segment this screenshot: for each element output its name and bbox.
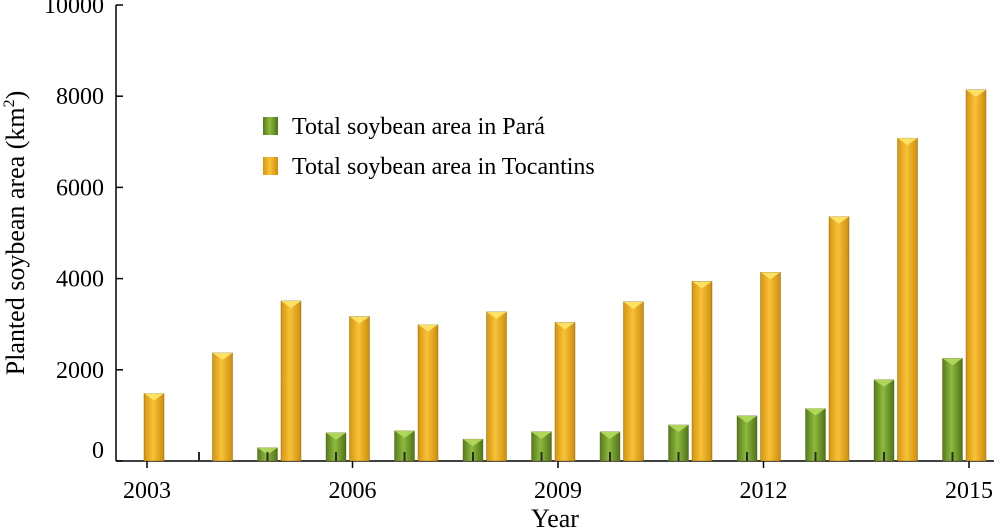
legend-item-tocantins: Total soybean area in Tocantins	[263, 154, 595, 180]
bar-cap-tocantins-2005	[281, 300, 301, 308]
baseline-mark-2011	[746, 452, 748, 461]
bar-tocantins-2011	[691, 281, 713, 462]
bar-cap-para-2013	[874, 379, 894, 387]
bar-cap-para-2011	[737, 415, 757, 423]
x-tick-label-2003: 2003	[123, 478, 171, 504]
baseline-mark-2010	[677, 452, 680, 461]
bar-tocantins-2004	[212, 352, 233, 462]
bar-cap-tocantins-2003	[144, 393, 164, 401]
bar-para-2014	[942, 358, 963, 462]
bar-tocantins-2007	[417, 324, 439, 462]
bar-cap-tocantins-2008	[486, 311, 507, 319]
bar-tocantins-2014	[897, 137, 918, 462]
bar-cap-tocantins-2006	[349, 316, 370, 324]
legend: Total soybean area in Pará Total soybean…	[263, 114, 595, 180]
baseline-mark-2004	[266, 452, 269, 461]
y-tick-label-6000: 6000	[56, 175, 104, 201]
baseline-mark-2013	[883, 452, 885, 461]
y-tick-label-8000: 8000	[56, 84, 104, 110]
bar-cap-para-2010	[668, 424, 689, 432]
legend-label-tocantins: Total soybean area in Tocantins	[292, 154, 595, 180]
bar-cap-tocantins-2004	[212, 352, 233, 360]
bar-cap-para-2005	[326, 432, 346, 440]
bar-cap-para-2014	[942, 358, 963, 366]
legend-label-para: Total soybean area in Pará	[292, 114, 545, 140]
x-tick-label-2015: 2015	[945, 478, 993, 504]
bar-cap-tocantins-2009	[555, 322, 575, 330]
baseline-dots	[198, 452, 954, 461]
y-ticks: 0 2000 4000 6000 8000 10000	[44, 0, 123, 464]
baseline-mark-2005	[335, 452, 337, 461]
baseline-mark-2012	[814, 452, 817, 461]
x-ticks: 2003 2006 2009 2012 2015	[123, 461, 993, 504]
baseline-mark-2014	[951, 452, 954, 461]
bar-tocantins-2008	[486, 311, 507, 462]
baseline-mark-2003	[198, 452, 200, 461]
bar-cap-tocantins-2012	[760, 272, 781, 280]
bar-para-2013	[873, 379, 895, 462]
baseline-mark-2007	[472, 452, 474, 461]
bar-cap-para-2012	[805, 408, 826, 416]
bar-cap-para-2008	[531, 431, 552, 439]
y-axis-title-close: )	[1, 91, 30, 100]
legend-swatch-para	[263, 117, 278, 135]
baseline-mark-2009	[609, 452, 611, 461]
bar-cap-para-2009	[600, 431, 620, 439]
bar-tocantins-2015	[965, 89, 987, 462]
y-axis-title-main: Planted soybean area (km	[1, 107, 30, 375]
bar-tocantins-2006	[349, 316, 370, 462]
baseline-mark-2006	[403, 452, 406, 461]
bar-cap-tocantins-2014	[897, 138, 918, 146]
bar-cap-tocantins-2013	[829, 216, 849, 224]
bars	[143, 89, 987, 462]
bar-cap-tocantins-2011	[692, 281, 712, 289]
y-tick-label-4000: 4000	[56, 267, 104, 293]
bar-tocantins-2005	[280, 300, 302, 462]
legend-item-para: Total soybean area in Pará	[263, 114, 545, 140]
x-tick-label-2012: 2012	[740, 478, 788, 504]
y-tick-label-0: 0	[92, 438, 104, 464]
y-tick-label-2000: 2000	[56, 358, 104, 384]
bar-cap-para-2006	[394, 430, 415, 438]
bar-cap-para-2007	[463, 439, 483, 447]
bar-cap-para-2004	[257, 447, 278, 455]
bar-tocantins-2009	[554, 322, 576, 462]
x-tick-label-2009: 2009	[534, 478, 582, 504]
bar-cap-tocantins-2010	[623, 301, 644, 309]
baseline-mark-2008	[540, 452, 543, 461]
bar-tocantins-2010	[623, 301, 644, 462]
bar-cap-tocantins-2015	[966, 89, 986, 97]
y-tick-label-10000: 10000	[44, 0, 104, 19]
bar-tocantins-2003	[143, 393, 165, 462]
legend-swatch-tocantins	[263, 157, 278, 175]
x-tick-label-2006: 2006	[329, 478, 377, 504]
y-axis-title: Planted soybean area (km2)	[1, 91, 30, 376]
y-axis-title-sup: 2	[1, 99, 18, 107]
bar-cap-tocantins-2007	[418, 324, 438, 332]
bar-tocantins-2013	[828, 216, 850, 462]
bar-tocantins-2012	[760, 272, 781, 462]
x-axis-title: Year	[531, 504, 579, 531]
